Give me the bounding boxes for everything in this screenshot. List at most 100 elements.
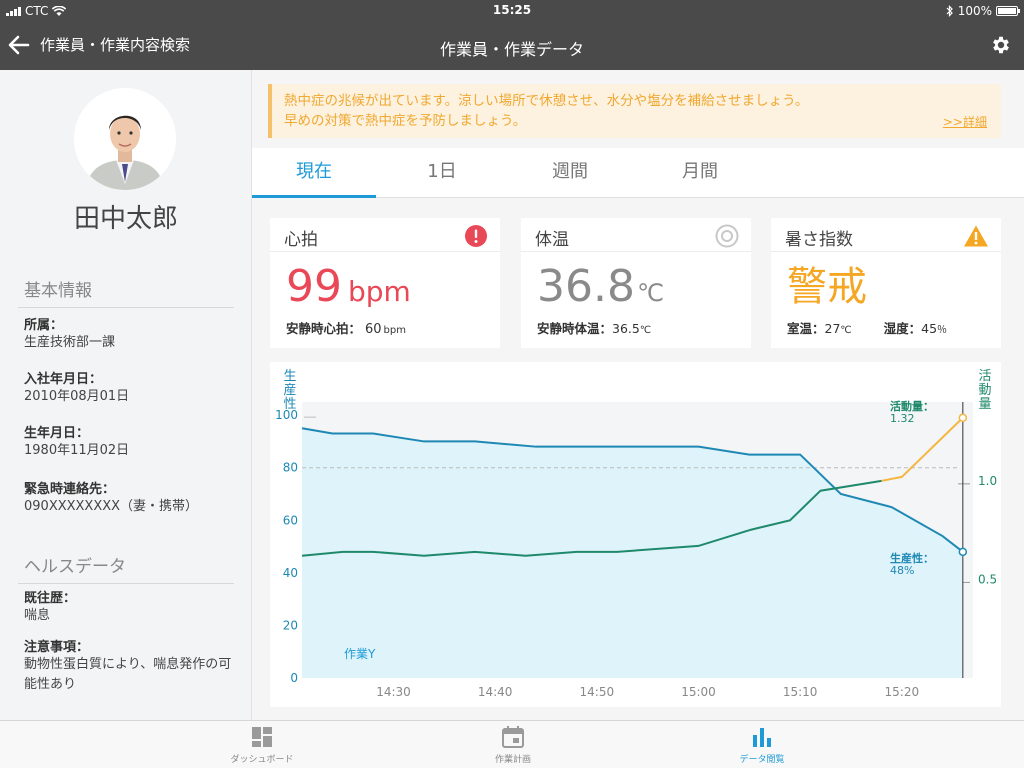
target-icon	[715, 224, 739, 253]
heat-index-value: 警戒	[787, 264, 867, 310]
worker-name: 田中太郎	[73, 204, 178, 234]
alert-line-2: 早めの対策で熱中症を予防しましょう。	[284, 113, 527, 129]
back-button[interactable]: 作業員・作業内容検索	[8, 34, 190, 55]
clock: 15:25	[492, 3, 532, 17]
productivity-end-point	[958, 547, 968, 557]
activity-line	[301, 529, 750, 557]
resting-body-temp: 安静時体温：36.5℃	[537, 318, 651, 337]
resting-heart-rate: 安静時心拍： 60 bpm	[286, 318, 406, 337]
right-tick-label: 0.5	[978, 572, 997, 586]
productivity-annotation-label: 生産性：	[890, 551, 934, 565]
left-axis-title-char: 生	[283, 369, 296, 384]
humidity-unit: ％	[937, 325, 948, 336]
warning-icon	[963, 224, 989, 253]
birth-date-label: 生年月日：	[24, 426, 90, 441]
resting-body-temp-unit: ℃	[639, 325, 652, 336]
back-label: 作業員・作業内容検索	[40, 36, 191, 54]
activity-annotation-label: 活動量：	[890, 399, 934, 413]
productivity-annotation-value: 48%	[890, 564, 914, 577]
join-date-value: 2010年08月01日	[24, 389, 130, 404]
basic-info-heading: 基本情報	[18, 276, 234, 308]
resting-heart-rate-label: 安静時心拍：	[286, 321, 362, 336]
heart-rate-card: 心拍 99 bpm 安静時心拍： 60 bpm	[270, 218, 500, 348]
department-label: 所属：	[24, 318, 64, 333]
productivity-activity-chart: 生産性 活動量 0 20 40 60 80 100 0.5 1.0 14:30 14:40 14:50 1…	[270, 362, 1001, 707]
bar-chart-icon	[753, 728, 771, 747]
left-axis-title-char: 産	[283, 382, 296, 398]
activity-annotation-value: 1.32	[890, 412, 915, 425]
alert-line-1: 熱中症の兆候が出ています。涼しい場所で休憩させ、水分や塩分を補給させましょう。	[284, 93, 809, 109]
department-value: 生産技術部一課	[24, 335, 116, 350]
settings-button[interactable]	[990, 34, 1012, 60]
productivity-area	[302, 428, 963, 678]
gear-icon	[993, 36, 1009, 54]
left-tick-label: 80	[283, 461, 298, 475]
right-axis-title-char: 動	[978, 383, 991, 398]
emergency-contact-value: 090XXXXXXXX（妻・携帯）	[24, 499, 199, 514]
notes-value: 動物性蛋白質により、喘息発作の可能性あり	[24, 657, 232, 692]
avatar	[74, 88, 176, 190]
humidity-label: 湿度：	[883, 321, 922, 336]
battery-icon	[996, 6, 1020, 16]
tab-work-plan[interactable]: 作業計画	[453, 725, 573, 765]
activity-line-upper	[749, 479, 882, 532]
body-temp-unit: ℃	[636, 279, 664, 307]
tab-dashboard-label: ダッシュボード	[230, 755, 294, 765]
x-tick-label: 15:00	[681, 685, 716, 699]
carrier: CTC	[25, 4, 49, 18]
join-date-label: 入社年月日：	[24, 372, 103, 387]
birth-date-value: 1980年11月02日	[24, 443, 130, 458]
heart-rate-unit: bpm	[348, 275, 411, 308]
tab-day[interactable]: 1日	[427, 161, 457, 182]
chart-svg: 生産性 活動量 0 20 40 60 80 100 0.5 1.0 14:30 14:40 14:50 1…	[275, 369, 997, 699]
left-tick-label: 0	[290, 671, 298, 685]
room-temp-unit: ℃	[840, 325, 852, 336]
resting-heart-rate-unit: bpm	[383, 325, 406, 336]
room-temp-value: 27	[824, 321, 841, 336]
alert-detail-link[interactable]: >>詳細	[942, 115, 987, 129]
resting-body-temp-label: 安静時体温：	[537, 321, 613, 336]
right-axis-title-char: 量	[978, 397, 991, 412]
room-conditions: 室温：27℃ 湿度：45％	[787, 318, 947, 337]
tab-data-view-label: データ閲覧	[739, 755, 785, 765]
task-label: 作業Y	[344, 647, 376, 661]
profile-sidebar: 田中太郎 基本情報 所属： 生産技術部一課 入社年月日： 2010年08月01日…	[0, 70, 252, 720]
body-temp-reading: 36.8℃	[537, 262, 664, 318]
calendar-icon	[502, 726, 524, 748]
x-tick-label: 15:10	[783, 685, 818, 699]
tab-dashboard[interactable]: ダッシュボード	[202, 725, 322, 765]
heatstroke-alert: 熱中症の兆候が出ています。涼しい場所で休憩させ、水分や塩分を補給させましょう。 …	[268, 84, 1001, 138]
heart-rate-title: 心拍	[284, 230, 318, 250]
tab-current[interactable]: 現在	[252, 148, 376, 198]
heart-rate-reading: 99 bpm	[286, 262, 411, 317]
x-tick-label: 15:20	[885, 685, 920, 699]
activity-line-highlight	[881, 417, 964, 482]
period-tabs: 現在 1日 週間 月間	[252, 148, 1024, 198]
resting-body-temp-value: 36.5	[612, 321, 640, 336]
tab-data-view[interactable]: データ閲覧	[702, 725, 822, 765]
left-tick-label: 20	[283, 618, 298, 632]
notes-label: 注意事項：	[24, 640, 90, 655]
body-temp-card: 体温 36.8℃ 安静時体温：36.5℃	[521, 218, 751, 348]
bluetooth-icon	[946, 5, 953, 17]
left-tick-label: 100	[275, 408, 298, 422]
tab-week[interactable]: 週間	[552, 161, 588, 182]
tab-month[interactable]: 月間	[682, 161, 718, 182]
alert-icon	[464, 224, 488, 253]
body-temp-title: 体温	[535, 230, 569, 250]
main-content: 熱中症の兆候が出ています。涼しい場所で休憩させ、水分や塩分を補給させましょう。 …	[252, 70, 1024, 720]
activity-end-point	[958, 413, 968, 423]
bottom-tab-bar: ダッシュボード 作業計画 データ閲覧	[0, 720, 1024, 768]
productivity-line	[301, 427, 964, 553]
x-tick-label: 14:50	[580, 685, 615, 699]
tab-work-plan-label: 作業計画	[494, 755, 531, 765]
left-axis-title-char: 性	[283, 397, 296, 412]
back-arrow-icon	[8, 35, 30, 54]
left-tick-label: 60	[283, 513, 298, 527]
right-axis-title-char: 活	[978, 369, 991, 384]
dashboard-icon	[252, 727, 272, 747]
x-tick-label: 14:40	[478, 685, 513, 699]
emergency-contact-label: 緊急時連絡先：	[24, 482, 116, 497]
heart-rate-value: 99	[286, 261, 342, 312]
wifi-icon	[52, 5, 67, 16]
